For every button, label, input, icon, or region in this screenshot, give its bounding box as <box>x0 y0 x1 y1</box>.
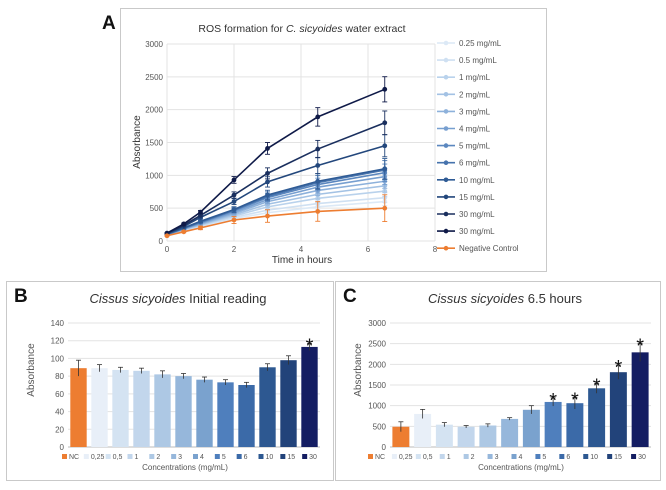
chart-a-point <box>198 225 203 231</box>
chart-a-point <box>181 229 187 235</box>
chart-a-point <box>315 209 321 214</box>
panel-label-b: B <box>14 286 28 307</box>
chart-a-legend-marker <box>443 211 449 217</box>
chart-a-legend-label: 4 mg/mL <box>459 125 491 134</box>
chart-a-ytick: 1500 <box>145 139 163 148</box>
chart-a-point <box>382 166 388 172</box>
chart-a-point <box>382 120 388 126</box>
chart-a-legend-marker <box>443 177 449 183</box>
chart-a-series <box>164 194 388 239</box>
chart-a-title: ROS formation for C. sicyoides water ext… <box>198 23 405 35</box>
chart-a-xtick: 8 <box>433 245 438 254</box>
chart-a-point <box>265 146 270 151</box>
chart-a-xtick: 0 <box>165 245 170 254</box>
chart-a-title-suffix: water extract <box>343 23 406 35</box>
chart-a-legend-marker <box>443 109 449 114</box>
chart-a-title-italic: C. sicyoides <box>286 23 343 35</box>
chart-a-legend-label: 0.25 mg/mL <box>459 39 502 48</box>
panel-label-c: C <box>343 286 357 307</box>
chart-a-ytick: 3000 <box>145 40 163 49</box>
chart-a-title-prefix: ROS formation for <box>198 23 286 35</box>
chart-a-point <box>382 143 388 149</box>
chart-a-legend-marker <box>443 194 449 200</box>
panel-c <box>335 281 661 481</box>
chart-a-legend-marker <box>443 160 449 165</box>
chart-a-legend-label: 30 mg/mL <box>459 227 495 236</box>
chart-a-legend-marker <box>443 143 449 148</box>
chart-a-point <box>231 177 237 183</box>
chart-a-legend-label: 15 mg/mL <box>459 193 495 202</box>
chart-a-legend-label: Negative Control <box>459 244 519 253</box>
chart-a-legend-marker <box>443 245 449 251</box>
chart-a-ytick: 2000 <box>145 106 163 115</box>
chart-a-point <box>265 179 270 185</box>
chart-a-legend-label: 5 mg/mL <box>459 142 491 151</box>
chart-a-point <box>315 114 321 120</box>
chart-a-point <box>265 170 270 176</box>
panel-label-a: A <box>102 13 116 34</box>
chart-a-point <box>315 163 321 168</box>
chart-a-point <box>231 192 237 198</box>
chart-a-xtick: 2 <box>232 245 237 254</box>
chart-a-legend-label: 1 mg/mL <box>459 73 491 82</box>
chart-a-legend-marker <box>443 228 449 234</box>
chart-a-point <box>265 213 270 219</box>
chart-a-xlabel: Time in hours <box>272 255 332 266</box>
chart-a-point <box>231 207 237 212</box>
chart-a-legend-label: 3 mg/mL <box>459 107 491 116</box>
chart-a-point <box>181 221 187 227</box>
chart-a-ytick: 0 <box>159 237 164 246</box>
chart-a-point <box>315 178 321 184</box>
chart-a-ytick: 1000 <box>145 171 163 180</box>
panel-b <box>6 281 334 481</box>
chart-a-legend-marker <box>443 92 449 97</box>
chart-a-point <box>198 218 203 224</box>
chart-a-xtick: 6 <box>366 245 371 254</box>
chart-a-point <box>231 199 237 205</box>
chart-a-series <box>164 110 388 236</box>
chart-a-legend-marker <box>443 40 449 46</box>
chart-a-xtick: 4 <box>299 245 304 254</box>
chart-a-legend-marker <box>443 57 449 63</box>
chart-a-point <box>164 233 170 239</box>
chart-a-ytick: 2500 <box>145 73 163 82</box>
chart-a-point <box>382 205 388 211</box>
chart-a-legend-label: 6 mg/mL <box>459 159 491 168</box>
chart-a-legend-marker <box>443 74 449 80</box>
chart-a-point <box>231 217 237 223</box>
chart-a-point <box>198 209 203 215</box>
chart-a-legend-label: 10 mg/mL <box>459 176 495 185</box>
chart-a-point <box>265 192 270 198</box>
chart-a-point <box>315 146 321 152</box>
chart-a-point <box>382 86 388 92</box>
chart-a-ylabel: Absorbance <box>132 115 143 169</box>
chart-a-ytick: 500 <box>150 204 164 213</box>
chart-a-legend-label: 2 mg/mL <box>459 90 491 99</box>
chart-a-legend-label: 0.5 mg/mL <box>459 56 497 65</box>
chart-a-legend-marker <box>443 126 449 131</box>
chart-a-legend-label: 30 mg/mL <box>459 210 495 219</box>
